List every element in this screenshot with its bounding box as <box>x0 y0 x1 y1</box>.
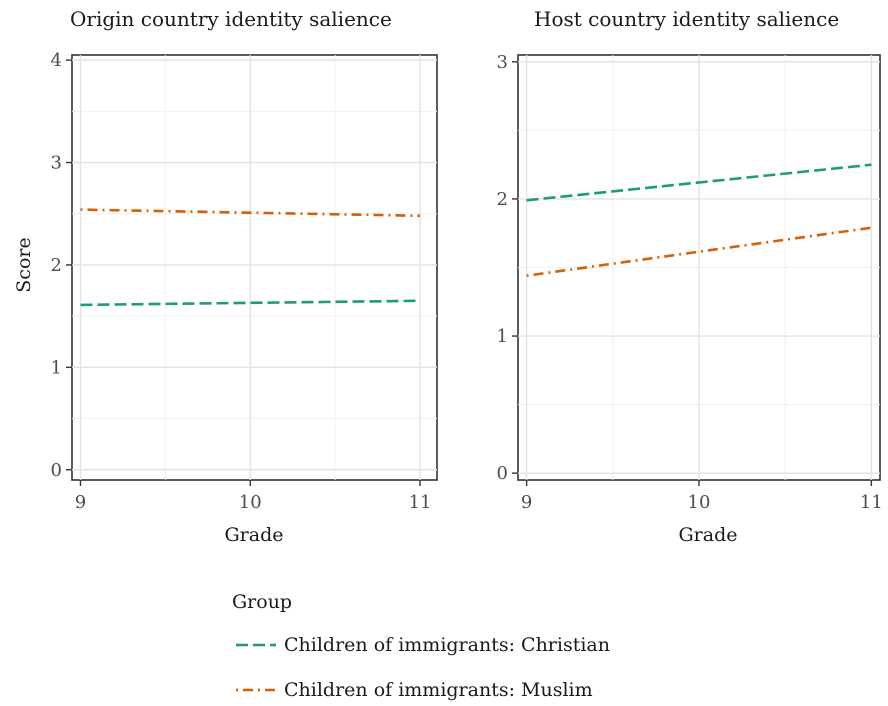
panel-origin-x-tick-label: 11 <box>409 492 432 513</box>
panel-origin-x-ticks: 9 10 11 <box>75 480 432 513</box>
panel-host-y-tick-label: 3 <box>497 52 508 73</box>
panel-host-x-tick-label: 11 <box>860 492 883 513</box>
panel-host-x-label: Grade <box>679 524 738 546</box>
panel-host-series-christian-line <box>526 163 872 202</box>
panel-origin-series-christian-line <box>80 299 421 307</box>
panel-host-series-muslim-line <box>526 226 872 277</box>
panel-origin-y-tick-label: 3 <box>51 153 62 174</box>
legend-label-christian: Children of immigrants: Christian <box>284 634 610 656</box>
panel-host-y-tick-label: 0 <box>497 463 508 484</box>
panel-origin-y-ticks: 0 1 2 3 4 <box>51 50 72 481</box>
panel-host-grid <box>518 55 880 480</box>
panel-origin-y-tick-label: 4 <box>51 50 62 71</box>
panel-host-y-tick-label: 2 <box>497 189 508 210</box>
panel-origin: Origin country identity salience 9 10 11 0… <box>13 7 438 546</box>
panel-host: Host country identity salience 9 10 11 0 1 2… <box>497 7 883 546</box>
panel-origin-x-tick-label: 10 <box>239 492 262 513</box>
panel-origin-y-tick-label: 0 <box>51 460 62 481</box>
panel-host-x-tick-label: 9 <box>521 492 532 513</box>
panel-host-x-tick-label: 10 <box>688 492 711 513</box>
panel-origin-x-tick-label: 9 <box>75 492 86 513</box>
y-axis-label: Score <box>13 237 35 292</box>
panel-host-x-ticks: 9 10 11 <box>521 480 883 513</box>
panel-origin-series <box>80 208 421 307</box>
panel-origin-grid <box>72 55 437 480</box>
panel-origin-title: Origin country identity salience <box>70 7 392 31</box>
legend-title: Group <box>232 591 292 613</box>
panel-host-y-tick-label: 1 <box>497 326 508 347</box>
panel-origin-y-tick-label: 1 <box>51 357 62 378</box>
legend: Group Children of immigrants: Christian … <box>232 591 610 701</box>
panel-origin-series-muslim-line <box>80 208 421 218</box>
panel-host-series <box>526 163 872 277</box>
panel-origin-y-tick-label: 2 <box>51 255 62 276</box>
legend-label-muslim: Children of immigrants: Muslim <box>284 679 593 701</box>
panel-origin-x-label: Grade <box>225 524 284 546</box>
panel-host-y-ticks: 0 1 2 3 <box>497 52 518 484</box>
panel-origin-frame <box>71 54 438 481</box>
panel-host-title: Host country identity salience <box>534 7 839 31</box>
